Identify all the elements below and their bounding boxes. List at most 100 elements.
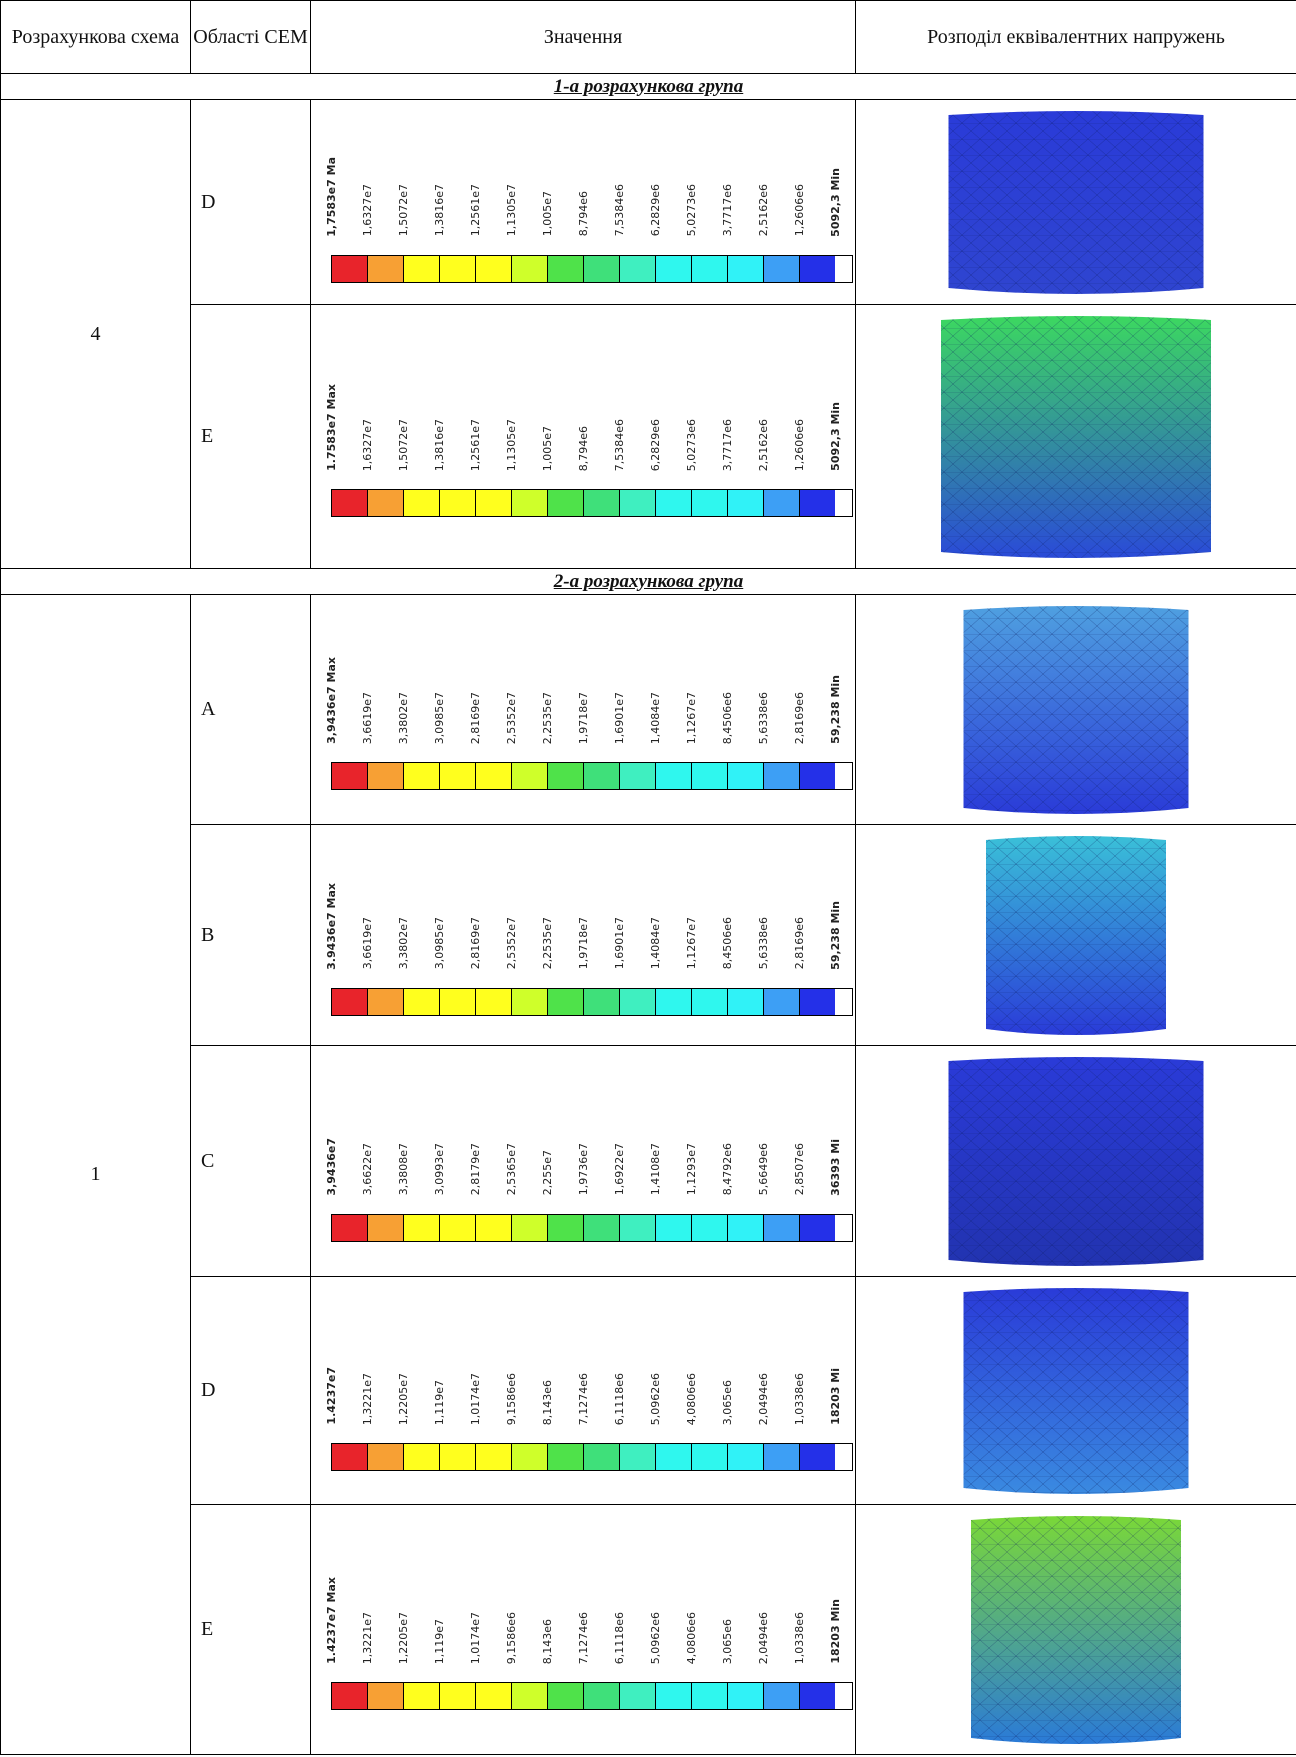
stress-image [926,832,1226,1039]
legend-label: 1,6327e7 [361,419,374,471]
legend-label: 2,8179e7 [469,1143,482,1195]
legend-label: 9,1586e6 [505,1612,518,1664]
legend-label-slot: 6,2829e6 [637,117,673,237]
legend-label: 7,1274e6 [577,1373,590,1425]
legend-label: 8,794e6 [577,426,590,471]
color-box [764,763,800,789]
legend-label-slot: 1,119e7 [421,1544,457,1664]
legend-label: 1,2606e6 [793,419,806,471]
legend-label-slot: 3,0985e7 [421,850,457,970]
legend-label-slot: 1,6901e7 [601,850,637,970]
color-box [656,763,692,789]
legend-label: 5092,3 Min [829,168,842,237]
legend-label-slot: 8,794e6 [565,117,601,237]
legend-boxes [331,1682,853,1710]
legend-label-slot: 7,1274e6 [565,1305,601,1425]
legend-label: 1,4084e7 [649,917,662,969]
color-box [332,1683,368,1709]
legend-label-slot: 3,3802e7 [385,850,421,970]
legend-label-slot: 1,0338e6 [781,1544,817,1664]
legend-label-slot: 1,2561e7 [457,117,493,237]
legend-label: 8,4792e6 [721,1143,734,1195]
color-box [800,490,835,516]
legend-label-slot: 2,8179e7 [457,1076,493,1196]
legend-label-slot: 3,0985e7 [421,624,457,744]
legend-label: 2,5162e6 [757,419,770,471]
color-box [476,989,512,1015]
color-box [548,1683,584,1709]
legend-label: 1,3221e7 [361,1373,374,1425]
color-box [404,989,440,1015]
legend-label: 2,8169e6 [793,692,806,744]
legend-label: 2,8169e7 [469,692,482,744]
header-cell: Області СЕМ [191,1,311,74]
legend-label-slot: 8,4506e6 [709,850,745,970]
legend-label-slot: 2,255e7 [529,1076,565,1196]
legend-label: 1,3221e7 [361,1612,374,1664]
legend-label-slot: 1,5072e7 [385,351,421,471]
legend-label-slot: 8,143e6 [529,1544,565,1664]
legend-label: 5,0962e6 [649,1373,662,1425]
legend-label: 2,2535e7 [541,692,554,744]
legend-label: 1,3816e7 [433,184,446,236]
legend-label: 1,6922e7 [613,1143,626,1195]
legend-label: 8,143e6 [541,1619,554,1664]
color-box [692,989,728,1015]
legend-label-slot: 1,6901e7 [601,624,637,744]
color-box [800,763,835,789]
color-box [404,1444,440,1470]
legend-label-slot: 2,5162e6 [745,351,781,471]
legend-label: 18203 Mi [829,1368,842,1425]
region-cell: D [191,100,311,305]
legend-label: 3,0993e7 [433,1143,446,1195]
legend-label: 3,065e6 [721,1619,734,1664]
color-box [584,256,620,282]
color-box [332,490,368,516]
legend-label: 8,4506e6 [721,917,734,969]
legend-label-slot: 1,1293e7 [673,1076,709,1196]
color-box [404,256,440,282]
legend-label: 1,1293e7 [685,1143,698,1195]
legend-label: 3,7717e6 [721,419,734,471]
legend-label: 36393 Mi [829,1139,842,1196]
legend-label-slot: 1,0338e6 [781,1305,817,1425]
legend-label-slot: 36393 Mi [817,1076,853,1196]
image-cell [856,595,1296,825]
legend-label-slot: 1,005e7 [529,351,565,471]
stress-image [926,1512,1226,1748]
color-box [440,763,476,789]
color-box [368,1215,404,1241]
legend-label-slot: 5,6649e6 [745,1076,781,1196]
color-box [656,989,692,1015]
color-box [584,1444,620,1470]
legend-label-slot: 1,3816e7 [421,117,457,237]
legend-label-slot: 1,9718e7 [565,850,601,970]
legend-label: 1,119e7 [433,1380,446,1425]
stress-image [926,602,1226,818]
color-box [764,1444,800,1470]
color-box [440,1215,476,1241]
legend-boxes [331,255,853,283]
page: html, body { margin: 0; padding: 0; back… [0,0,1296,1757]
legend-label: 1,4108e7 [649,1143,662,1195]
legend-label: 1,005e7 [541,191,554,236]
color-box [584,490,620,516]
legend-label-slot: 1,2561e7 [457,351,493,471]
legend-label: 1.4237e7 Max [325,1577,338,1664]
legend-label-slot: 3,9436e7 Max [313,624,349,744]
legend-label-slot: 2,8169e6 [781,624,817,744]
legend-label-slot: 3,065e6 [709,1305,745,1425]
color-box [332,989,368,1015]
legend-label-slot: 2,0494e6 [745,1544,781,1664]
color-box [620,1444,656,1470]
legend-label-slot: 59,238 Min [817,624,853,744]
